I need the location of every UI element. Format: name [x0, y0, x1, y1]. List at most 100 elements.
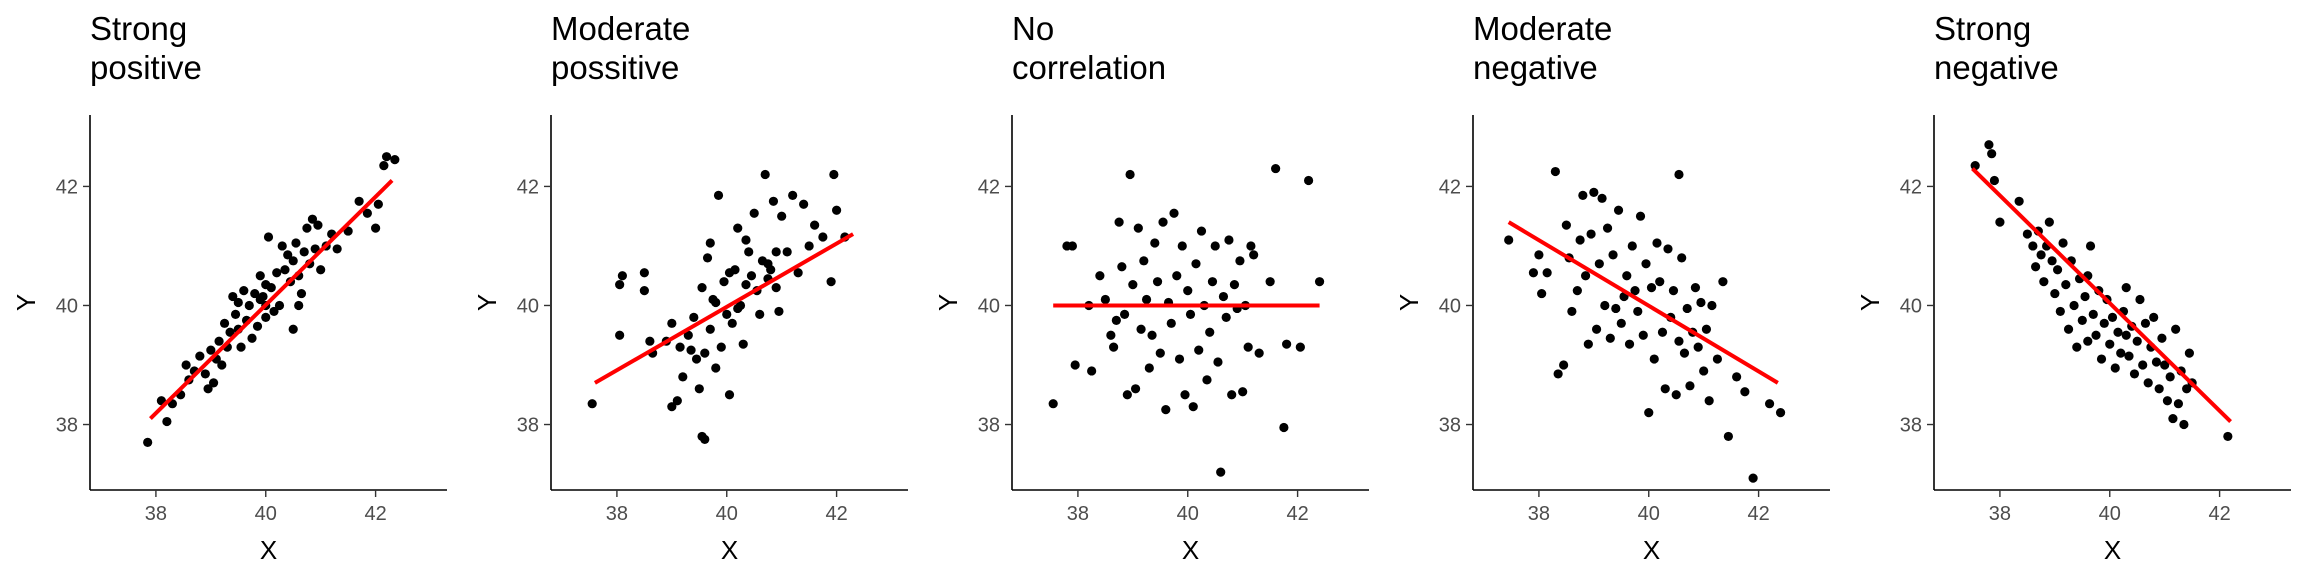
data-point	[1213, 357, 1223, 367]
data-point	[2168, 413, 2178, 424]
data-point	[1067, 241, 1078, 251]
data-point	[615, 330, 625, 340]
data-point	[587, 399, 597, 409]
data-point	[1210, 241, 1220, 251]
data-point	[2061, 280, 2071, 290]
data-point	[1314, 277, 1325, 287]
y-tick-label: 40	[978, 295, 1000, 317]
data-point	[755, 309, 765, 320]
data-point	[768, 196, 779, 206]
data-point	[1987, 149, 1997, 159]
data-point	[233, 297, 243, 308]
x-axis-label: X	[260, 535, 277, 565]
scatter-panel: Moderate negative 38 40 42 38 40 42 X Y	[1383, 0, 1844, 576]
data-point	[691, 354, 702, 364]
data-point	[1185, 309, 1196, 320]
data-point	[1191, 259, 1201, 269]
panel-title: positive	[90, 49, 202, 86]
data-point	[771, 283, 781, 293]
data-point	[1229, 280, 1240, 290]
data-point	[2105, 339, 2115, 349]
points-group	[1048, 163, 1325, 477]
data-point	[818, 232, 828, 242]
data-point	[826, 277, 836, 287]
data-point	[1174, 354, 1185, 364]
data-point	[2099, 318, 2109, 328]
data-point	[1295, 342, 1305, 352]
data-point	[2113, 327, 2123, 337]
data-point	[2083, 336, 2093, 346]
data-point	[702, 253, 713, 263]
data-point	[1561, 220, 1571, 230]
y-tick-label: 40	[56, 295, 78, 317]
data-point	[2096, 354, 2107, 364]
scatter-panel: No correlation 38 40 42 38 40 42 X Y	[922, 0, 1383, 576]
data-point	[2149, 312, 2159, 322]
data-point	[1095, 271, 1105, 281]
panel-title: No	[1012, 10, 1054, 47]
data-point	[1657, 327, 1668, 337]
scatter-panel: Strong negative 38 40 42 38 40 42 X Y	[1844, 0, 2304, 576]
x-tick-label: 40	[1177, 503, 1199, 525]
data-point	[793, 268, 803, 278]
data-point	[203, 384, 213, 394]
data-point	[269, 306, 279, 317]
data-point	[1600, 300, 1610, 311]
data-point	[2157, 333, 2167, 343]
data-point	[1114, 217, 1124, 227]
data-point	[200, 369, 210, 379]
data-point	[181, 360, 191, 370]
data-point	[379, 160, 389, 171]
panel-title: correlation	[1012, 49, 1166, 86]
data-point	[1180, 390, 1190, 400]
data-point	[2151, 357, 2162, 367]
data-point	[239, 285, 249, 296]
data-point	[2143, 378, 2153, 388]
data-point	[2044, 217, 2054, 227]
data-point	[700, 348, 710, 358]
y-tick-label: 40	[1439, 295, 1461, 317]
data-point	[1984, 140, 1994, 150]
x-tick-label: 40	[716, 503, 738, 525]
data-point	[291, 238, 301, 248]
data-point	[219, 318, 230, 328]
data-point	[1690, 283, 1701, 293]
data-point	[1732, 372, 1742, 382]
data-point	[705, 324, 715, 334]
scatter-panel: Moderate possitive 38 40 42 38 40 42 X Y	[461, 0, 922, 576]
data-point	[1207, 277, 1218, 287]
y-tick-label: 42	[56, 176, 78, 198]
data-point	[2088, 309, 2098, 320]
data-point	[1122, 390, 1132, 400]
data-point	[782, 247, 792, 257]
data-point	[1608, 250, 1618, 260]
data-point	[390, 155, 400, 165]
data-point	[832, 205, 842, 215]
data-point	[2055, 306, 2065, 317]
data-point	[2154, 384, 2164, 394]
data-point	[228, 291, 238, 302]
data-point	[724, 268, 735, 278]
data-point	[294, 300, 304, 311]
points-group	[1504, 166, 1786, 483]
panel-title: Moderate	[1473, 10, 1612, 47]
x-axis-label: X	[721, 535, 738, 565]
x-tick-label: 38	[1528, 503, 1550, 525]
data-point	[675, 342, 685, 352]
data-point	[639, 285, 649, 296]
data-point	[686, 345, 696, 355]
data-point	[2182, 384, 2192, 394]
data-point	[2091, 330, 2101, 340]
data-point	[2121, 283, 2131, 293]
data-point	[749, 208, 759, 218]
data-point	[1649, 354, 1659, 364]
data-point	[283, 250, 293, 260]
data-point	[1152, 277, 1163, 287]
data-point	[1265, 277, 1275, 287]
data-point	[667, 318, 677, 328]
data-point	[1216, 467, 1226, 477]
data-point	[1109, 342, 1119, 352]
data-point	[1249, 250, 1259, 260]
